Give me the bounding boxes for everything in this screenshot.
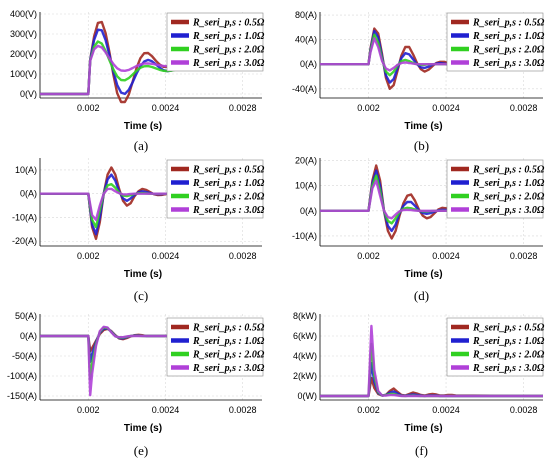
chart-panel-2: -40(A) 0(A) 40(A) 80(A) 0.002 0.0024 0.0028 R_s…: [292, 10, 545, 153]
y-tick-label: 2(kW): [293, 371, 317, 381]
x-axis-label: Time (s): [404, 423, 442, 434]
y-tick-label: 0(W): [298, 391, 318, 401]
legend-label: R_seri_p,s : 2.0Ω: [472, 192, 545, 203]
y-tick-label: 10(A): [15, 165, 37, 175]
legend-label: R_seri_p,s : 0.5Ω: [192, 323, 265, 334]
x-axis-label: Time (s): [124, 269, 162, 280]
x-axis-label: Time (s): [124, 423, 162, 434]
y-tick-label: 50(A): [15, 311, 37, 321]
legend-label: R_seri_p,s : 0.5Ω: [472, 165, 545, 176]
legend-label: R_seri_p,s : 3.0Ω: [472, 58, 545, 69]
y-tick-label: 20(A): [295, 156, 317, 166]
y-tick-label: -40(A): [292, 84, 317, 94]
legend-label: R_seri_p,s : 3.0Ω: [192, 58, 265, 69]
y-tick-label: 8(kW): [293, 311, 317, 321]
y-tick-label: -10(A): [292, 231, 317, 241]
panel-caption: (f): [415, 443, 428, 458]
legend-label: R_seri_p,s : 2.0Ω: [192, 350, 265, 361]
legend-label: R_seri_p,s : 0.5Ω: [472, 323, 545, 334]
legend-label: R_seri_p,s : 2.0Ω: [472, 45, 545, 56]
y-tick-label: 200(V): [10, 49, 37, 59]
chart-panel-4: -10(A) 0(A) 10(A) 20(A) 0.002 0.0024 0.0028 R_s…: [292, 156, 545, 303]
y-tick-label: -150(A): [7, 391, 37, 401]
x-axis-label: Time (s): [404, 121, 442, 132]
x-tick-label: 0.002: [77, 251, 100, 261]
x-tick-label: 0.0028: [229, 405, 257, 415]
legend-label: R_seri_p,s : 2.0Ω: [472, 350, 545, 361]
legend-label: R_seri_p,s : 3.0Ω: [192, 363, 265, 374]
y-tick-label: 400(V): [10, 9, 37, 19]
y-tick-label: -100(A): [7, 371, 37, 381]
x-tick-label: 0.002: [77, 103, 100, 113]
y-tick-label: 100(V): [10, 69, 37, 79]
y-tick-label: 0(A): [20, 189, 37, 199]
y-tick-label: 6(kW): [293, 331, 317, 341]
y-tick-label: 40(A): [295, 35, 317, 45]
chart-panel-3: -20(A) -10(A) 0(A) 10(A) 0.002 0.0024 0.0028 R_…: [12, 158, 265, 303]
y-tick-label: 80(A): [295, 10, 317, 20]
legend-label: R_seri_p,s : 3.0Ω: [192, 205, 265, 216]
legend-label: R_seri_p,s : 1.0Ω: [472, 178, 545, 189]
y-tick-label: -10(A): [12, 212, 37, 222]
legend-label: R_seri_p,s : 1.0Ω: [472, 31, 545, 42]
x-tick-label: 0.002: [357, 251, 380, 261]
legend-label: R_seri_p,s : 1.0Ω: [192, 336, 265, 347]
y-tick-label: 300(V): [10, 29, 37, 39]
x-axis-label: Time (s): [404, 269, 442, 280]
chart-panel-6: 0(W) 2(kW) 4(kW) 6(kW) 8(kW) 0.002 0.0024 0.002…: [293, 311, 545, 458]
x-tick-label: 0.0028: [229, 251, 257, 261]
x-tick-label: 0.0024: [152, 405, 180, 415]
series-line-4: [320, 324, 543, 398]
y-tick-label: 0(A): [300, 206, 317, 216]
legend-label: R_seri_p,s : 0.5Ω: [472, 18, 545, 29]
panel-caption: (e): [134, 443, 148, 458]
series-line-4: [40, 325, 262, 397]
panel-caption: (a): [134, 138, 148, 153]
legend-label: R_seri_p,s : 2.0Ω: [192, 45, 265, 56]
y-tick-label: 0(V): [20, 89, 37, 99]
x-tick-label: 0.0028: [229, 103, 257, 113]
x-tick-label: 0.0024: [432, 405, 460, 415]
y-tick-label: -50(A): [12, 351, 37, 361]
x-tick-label: 0.002: [357, 103, 380, 113]
x-tick-label: 0.0024: [152, 251, 180, 261]
chart-panel-1: 0(V) 100(V) 200(V) 300(V) 400(V) 0.002 0.0024 0…: [10, 9, 265, 153]
x-tick-label: 0.002: [357, 405, 380, 415]
y-tick-label: 0(A): [300, 59, 317, 69]
panel-caption: (d): [414, 288, 429, 303]
legend-label: R_seri_p,s : 1.0Ω: [192, 178, 265, 189]
y-tick-label: 10(A): [295, 181, 317, 191]
y-tick-label: 0(A): [20, 331, 37, 341]
x-tick-label: 0.0024: [432, 103, 460, 113]
legend-label: R_seri_p,s : 2.0Ω: [192, 192, 265, 203]
y-tick-label: 4(kW): [293, 351, 317, 361]
x-tick-label: 0.0024: [432, 251, 460, 261]
legend-label: R_seri_p,s : 3.0Ω: [472, 363, 545, 374]
x-tick-label: 0.0028: [510, 405, 538, 415]
legend-label: R_seri_p,s : 0.5Ω: [192, 165, 265, 176]
x-tick-label: 0.0028: [510, 251, 538, 261]
panel-caption: (c): [134, 288, 148, 303]
legend-label: R_seri_p,s : 1.0Ω: [472, 336, 545, 347]
x-axis-label: Time (s): [124, 121, 162, 132]
y-tick-label: -20(A): [12, 236, 37, 246]
panel-caption: (b): [414, 138, 429, 153]
x-tick-label: 0.0028: [510, 103, 538, 113]
legend-label: R_seri_p,s : 0.5Ω: [192, 18, 265, 29]
x-tick-label: 0.002: [77, 405, 100, 415]
legend-label: R_seri_p,s : 1.0Ω: [192, 31, 265, 42]
chart-panel-5: -150(A) -100(A) -50(A) 0(A) 50(A) 0.002 0.0024…: [7, 311, 265, 458]
legend-label: R_seri_p,s : 3.0Ω: [472, 205, 545, 216]
x-tick-label: 0.0024: [152, 103, 180, 113]
